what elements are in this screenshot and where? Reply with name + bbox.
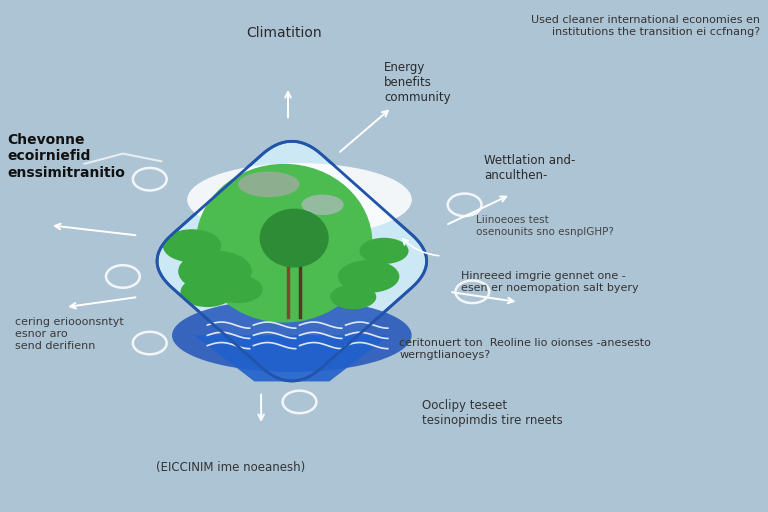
Ellipse shape (196, 164, 372, 323)
Polygon shape (157, 141, 426, 381)
Text: Ooclipy teseet
tesinopimdis tire rneets: Ooclipy teseet tesinopimdis tire rneets (422, 399, 563, 428)
Ellipse shape (338, 260, 399, 293)
Ellipse shape (172, 299, 412, 372)
Text: Climatition: Climatition (247, 26, 322, 39)
Ellipse shape (163, 229, 221, 262)
Ellipse shape (178, 250, 252, 292)
Text: ceritonuert ton  Reoline lio oionses -anesesto
werngtlianoeys?: ceritonuert ton Reoline lio oionses -ane… (399, 338, 651, 359)
Ellipse shape (265, 223, 296, 238)
Ellipse shape (359, 238, 409, 264)
Text: Energy
benefits
community: Energy benefits community (384, 61, 451, 104)
Ellipse shape (214, 275, 263, 303)
Text: cering eriooonsntyt
esnor aro
send derifienn: cering eriooonsntyt esnor aro send derif… (15, 317, 124, 351)
Ellipse shape (238, 172, 300, 197)
Ellipse shape (180, 276, 234, 307)
Ellipse shape (330, 285, 376, 309)
Ellipse shape (260, 209, 329, 267)
Text: (EICCINIM ime noeanesh): (EICCINIM ime noeanesh) (156, 461, 305, 474)
Polygon shape (194, 335, 389, 381)
Ellipse shape (187, 163, 412, 237)
Text: Liinoeoes test
osenounits sno esnplGHP?: Liinoeoes test osenounits sno esnplGHP? (476, 215, 614, 237)
Text: Chevonne
ecoirniefid
enssimitranitio: Chevonne ecoirniefid enssimitranitio (8, 133, 125, 180)
Ellipse shape (296, 229, 319, 242)
Ellipse shape (301, 195, 344, 215)
Text: Wettlation and-
anculthen-: Wettlation and- anculthen- (484, 154, 575, 182)
Text: Used cleaner international economies en
institutions the transition ei ccfnang?: Used cleaner international economies en … (531, 15, 760, 37)
Text: Hinreeed imgrie gennet one -
esen er noemopation salt byery: Hinreeed imgrie gennet one - esen er noe… (461, 271, 638, 293)
